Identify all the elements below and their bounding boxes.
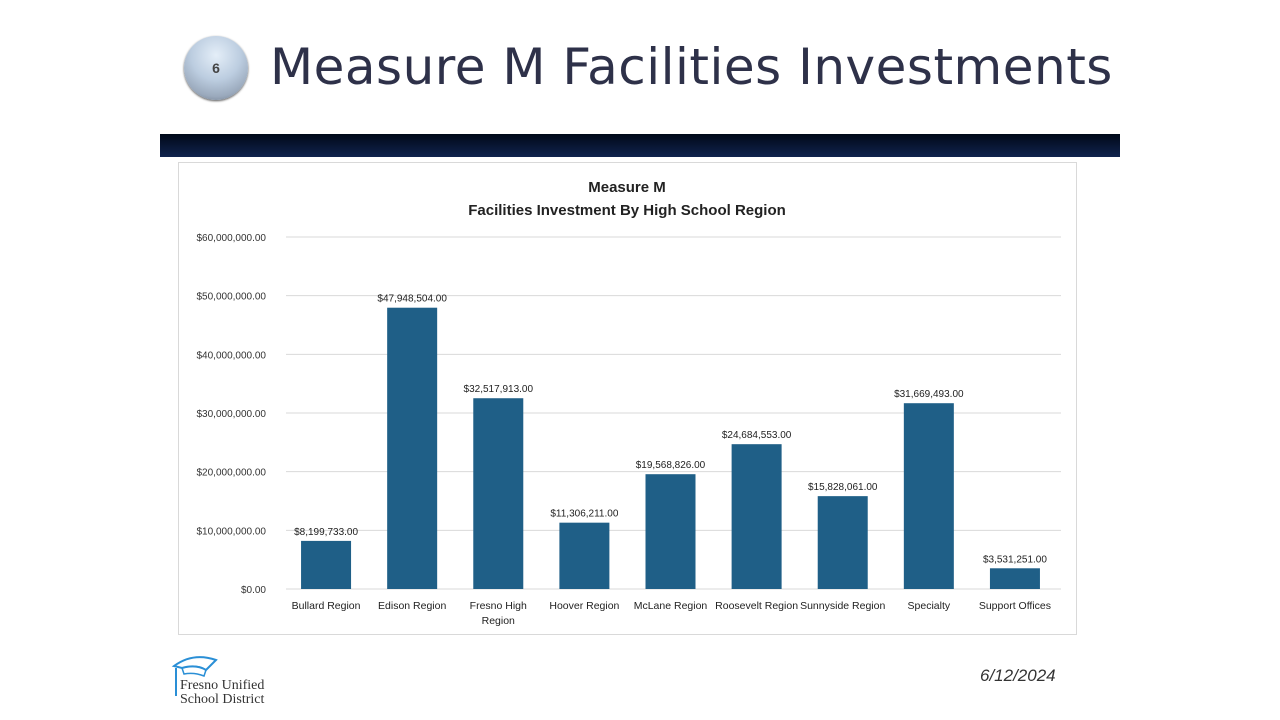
y-tick-label: $0.00 [241, 585, 266, 596]
graduation-cap-logo-icon [171, 656, 218, 696]
data-label: $47,948,504.00 [377, 294, 447, 305]
bar-support-offices [989, 568, 1040, 589]
x-tick-label: Hoover Region [549, 600, 619, 612]
data-label: $24,684,553.00 [722, 430, 792, 441]
slide-number-badge: 6 [184, 36, 248, 100]
data-label: $11,306,211.00 [550, 509, 618, 520]
bar-roosevelt-region [731, 444, 782, 589]
x-tick-label: Support Offices [979, 600, 1051, 612]
y-tick-label: $10,000,000.00 [196, 526, 266, 537]
data-label: $15,828,061.00 [808, 482, 878, 493]
y-tick-label: $20,000,000.00 [196, 468, 266, 479]
y-tick-label: $40,000,000.00 [196, 350, 266, 361]
chart-title: Measure M [588, 179, 666, 196]
bar-fresno-high-region [473, 398, 524, 589]
x-tick-label: Region [482, 615, 515, 627]
district-logo-text: Fresno Unified School District [180, 679, 264, 707]
chart-container: Measure M Facilities Investment By High … [178, 162, 1077, 635]
chart-subtitle: Facilities Investment By High School Reg… [468, 202, 786, 219]
bar-sunnyside-region [817, 496, 868, 589]
x-tick-label: Specialty [908, 600, 951, 612]
x-tick-label: McLane Region [634, 600, 708, 612]
data-label: $31,669,493.00 [894, 389, 964, 400]
logo-line-1: Fresno Unified [180, 678, 265, 693]
data-label: $8,199,733.00 [294, 527, 358, 538]
logo-line-2: School District [180, 692, 265, 707]
x-tick-label: Fresno High [470, 600, 527, 612]
data-label: $32,517,913.00 [464, 384, 534, 395]
header-band [160, 134, 1120, 157]
bar-bullard-region [301, 540, 352, 589]
x-tick-label: Sunnyside Region [800, 600, 885, 612]
data-label: $3,531,251.00 [983, 554, 1047, 565]
y-tick-label: $30,000,000.00 [196, 409, 266, 420]
bar-edison-region [387, 307, 438, 589]
bar-chart: Measure M Facilities Investment By High … [196, 179, 1061, 627]
y-tick-label: $50,000,000.00 [196, 292, 266, 303]
x-tick-label: Bullard Region [292, 600, 361, 612]
x-tick-label: Edison Region [378, 600, 446, 612]
x-tick-label: Roosevelt Region [715, 600, 798, 612]
bar-specialty [903, 403, 954, 589]
slide-date: 6/12/2024 [980, 666, 1056, 685]
data-label: $19,568,826.00 [636, 460, 706, 471]
y-tick-label: $60,000,000.00 [196, 233, 266, 244]
bar-mclane-region [645, 474, 696, 589]
slide-number: 6 [212, 60, 220, 76]
slide-title: Measure M Facilities Investments [270, 38, 1113, 96]
bar-hoover-region [559, 522, 610, 589]
